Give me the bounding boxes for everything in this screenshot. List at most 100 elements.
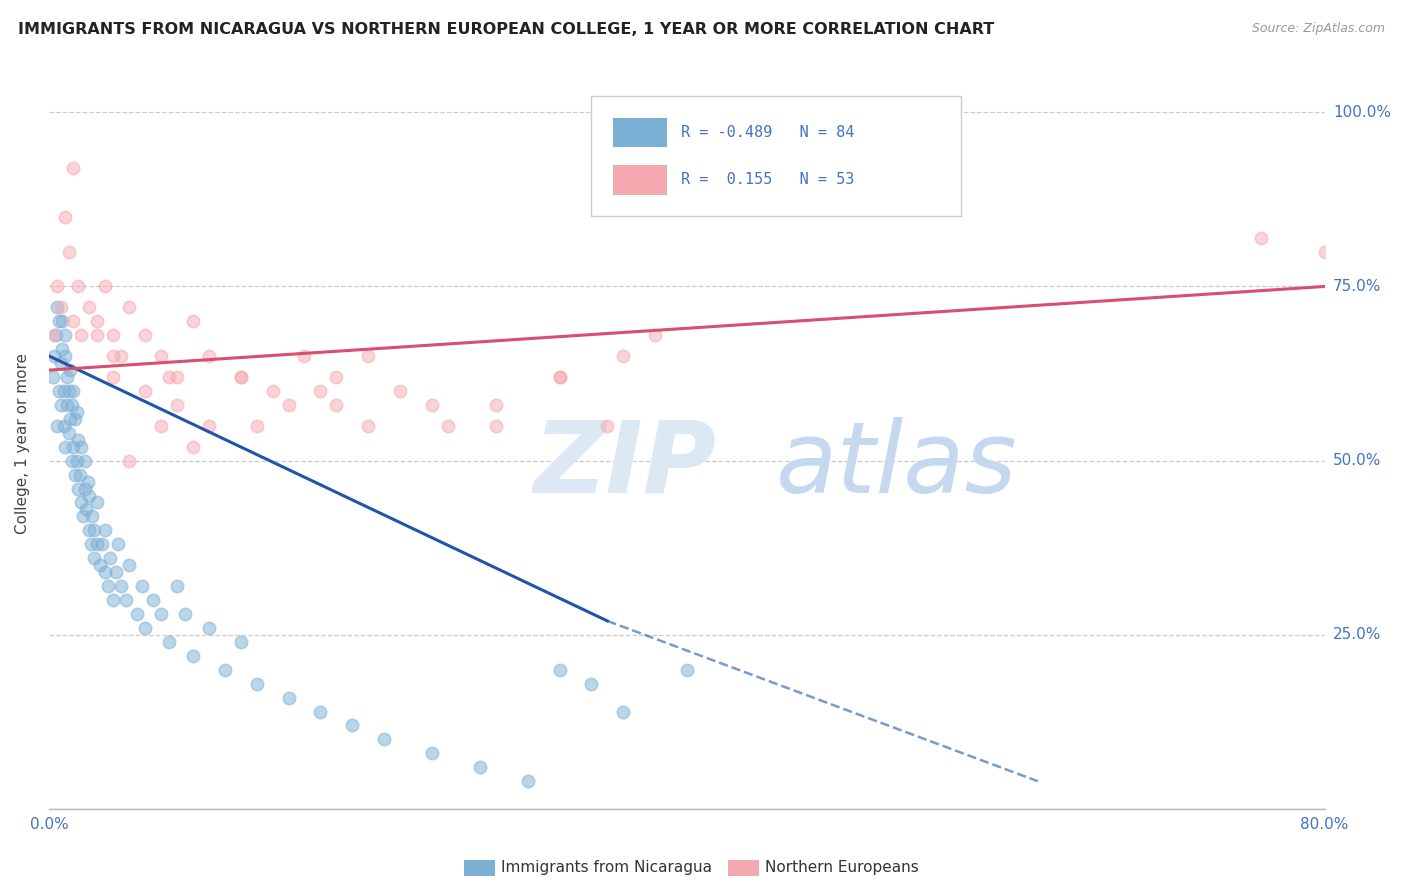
Point — [59, 363, 82, 377]
Point — [309, 384, 332, 398]
Point — [612, 705, 634, 719]
Point — [150, 418, 173, 433]
Point — [80, 537, 103, 551]
Point — [67, 279, 90, 293]
Point — [94, 524, 117, 538]
Point — [55, 328, 77, 343]
Point — [676, 663, 699, 677]
Point — [229, 635, 252, 649]
Point — [67, 433, 90, 447]
Point — [277, 690, 299, 705]
Point — [56, 398, 79, 412]
Point — [91, 537, 114, 551]
Text: R =  0.155   N = 53: R = 0.155 N = 53 — [681, 172, 853, 187]
Point — [612, 349, 634, 363]
Point — [198, 621, 221, 635]
Point — [437, 418, 460, 433]
Point — [134, 328, 156, 343]
Point — [103, 370, 125, 384]
Point — [142, 593, 165, 607]
Point — [52, 418, 75, 433]
Point — [48, 314, 70, 328]
Point — [70, 495, 93, 509]
Point — [134, 621, 156, 635]
Point — [325, 398, 347, 412]
Point — [103, 349, 125, 363]
Point — [150, 349, 173, 363]
Point — [214, 663, 236, 677]
Point — [485, 418, 508, 433]
Point — [229, 370, 252, 384]
Point — [62, 384, 84, 398]
Text: Source: ZipAtlas.com: Source: ZipAtlas.com — [1251, 22, 1385, 36]
Point — [110, 579, 132, 593]
Point — [60, 398, 83, 412]
Point — [420, 398, 443, 412]
Point — [69, 467, 91, 482]
Point — [49, 301, 72, 315]
Point — [309, 705, 332, 719]
Point — [94, 279, 117, 293]
Point — [46, 279, 69, 293]
Point — [51, 314, 73, 328]
Point — [1313, 244, 1336, 259]
Point — [72, 509, 94, 524]
Point — [73, 453, 96, 467]
Point — [49, 356, 72, 370]
Point — [262, 384, 284, 398]
Point — [198, 349, 221, 363]
Point — [76, 475, 98, 489]
Text: R = -0.489   N = 84: R = -0.489 N = 84 — [681, 125, 853, 140]
Point — [1250, 230, 1272, 244]
Point — [420, 747, 443, 761]
Point — [373, 732, 395, 747]
Point — [246, 418, 269, 433]
Point — [79, 301, 101, 315]
Y-axis label: College, 1 year or more: College, 1 year or more — [15, 352, 30, 533]
Text: 50.0%: 50.0% — [1333, 453, 1381, 468]
Point — [166, 370, 188, 384]
Point — [127, 607, 149, 621]
Point — [97, 579, 120, 593]
Point — [86, 537, 108, 551]
Point — [86, 495, 108, 509]
Point — [62, 161, 84, 175]
Point — [357, 418, 380, 433]
Point — [174, 607, 197, 621]
Point — [65, 405, 87, 419]
Point — [131, 579, 153, 593]
Point — [82, 509, 104, 524]
Point — [198, 418, 221, 433]
Point — [56, 370, 79, 384]
Point — [516, 774, 538, 789]
Point — [59, 412, 82, 426]
Point — [44, 349, 66, 363]
Point — [357, 349, 380, 363]
Point — [63, 412, 86, 426]
Point — [62, 440, 84, 454]
Point — [596, 418, 619, 433]
Point — [229, 370, 252, 384]
Point — [86, 328, 108, 343]
Point — [52, 384, 75, 398]
Point — [103, 593, 125, 607]
Point — [107, 537, 129, 551]
Point — [644, 328, 666, 343]
Point — [157, 635, 180, 649]
Point — [98, 551, 121, 566]
FancyBboxPatch shape — [592, 95, 962, 217]
Point — [70, 328, 93, 343]
Text: atlas: atlas — [776, 417, 1018, 514]
Point — [166, 579, 188, 593]
Point — [55, 210, 77, 224]
Point — [70, 440, 93, 454]
Point — [181, 648, 204, 663]
Text: ZIP: ZIP — [534, 417, 717, 514]
Point — [246, 676, 269, 690]
Point — [277, 398, 299, 412]
Point — [60, 453, 83, 467]
Point — [181, 440, 204, 454]
Point — [157, 370, 180, 384]
Point — [468, 760, 491, 774]
Point — [83, 524, 105, 538]
